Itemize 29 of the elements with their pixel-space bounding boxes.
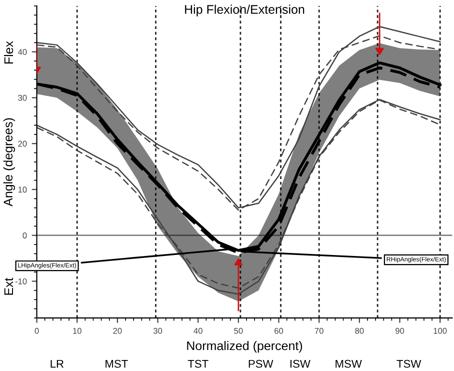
text: PSW	[248, 360, 274, 368]
text: LR	[50, 360, 64, 368]
y-axis-title: Angle (degrees)	[3, 118, 16, 206]
text: TST	[188, 360, 208, 368]
text: MST	[106, 360, 128, 368]
x-tick-label: 20	[113, 328, 122, 334]
text: MSW	[336, 360, 362, 368]
x-tick-label: 70	[314, 328, 324, 334]
chart-title: Hip Flexion/Extension	[185, 4, 304, 16]
x-tick-label: 0	[34, 328, 39, 334]
x-tick-label: 40	[194, 328, 202, 334]
y-tick-label: 0	[22, 232, 27, 238]
x-tick-label: 100	[434, 328, 447, 334]
x-tick-label: 90	[396, 328, 404, 334]
x-tick-label: 80	[355, 328, 364, 334]
x-tick-label: 50	[234, 328, 243, 334]
y-tick-label: 40	[18, 49, 27, 55]
text: Flex	[4, 41, 14, 64]
x-axis-title: Normalized (percent)	[187, 340, 302, 353]
text: ISW	[290, 360, 310, 368]
y-tick-label: 30	[18, 94, 27, 101]
y-tick-label: 20	[18, 140, 27, 147]
y-tick-label: -10	[15, 278, 27, 284]
text: TSW	[396, 360, 422, 368]
x-tick-label: 60	[274, 328, 284, 334]
x-tick-label: 30	[153, 328, 162, 334]
y-tick-label: 10	[18, 186, 27, 193]
x-tick-label: 10	[73, 328, 82, 334]
text: Ext	[4, 278, 14, 295]
